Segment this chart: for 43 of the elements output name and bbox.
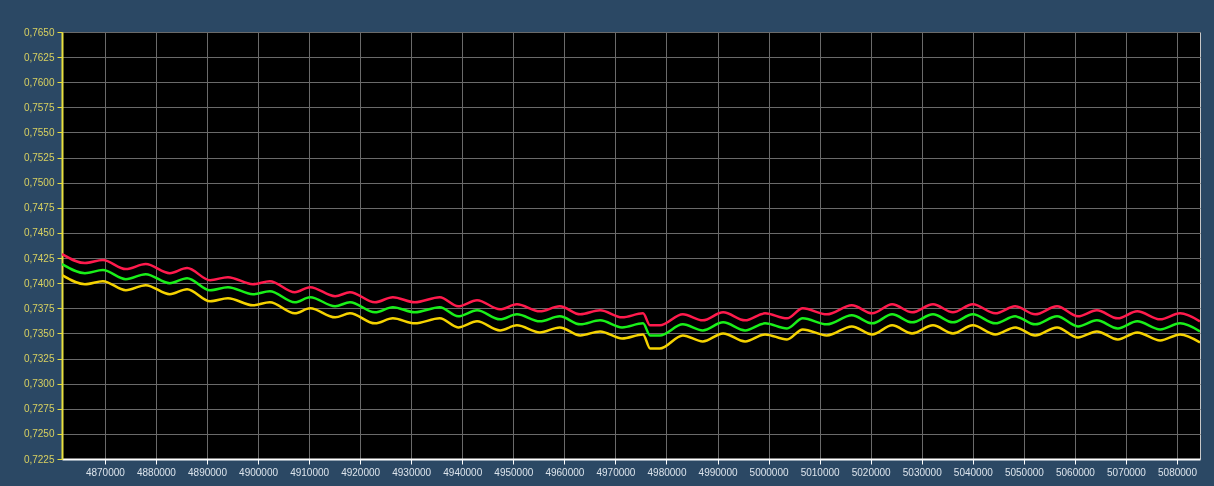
x-tick-label: 4880000 (136, 466, 177, 478)
x-tick-label: 4950000 (494, 466, 534, 478)
y-tick-label: 0,7275 (23, 403, 55, 415)
line-series (62, 273, 1200, 350)
y-tick-label: 0,7500 (23, 177, 55, 189)
x-tick-label: 4980000 (647, 466, 687, 478)
x-tick-label: 5070000 (1107, 466, 1147, 478)
y-tick-label: 0,7250 (23, 428, 55, 440)
y-tick-label: 0,7475 (23, 202, 55, 214)
x-tick-label: 5040000 (953, 466, 994, 478)
line-series (62, 262, 1200, 337)
x-tick-label: 4970000 (596, 466, 636, 478)
y-tick-label: 0,7350 (23, 327, 55, 339)
x-tick-label: 5020000 (851, 466, 892, 478)
y-tick-label: 0,7525 (23, 152, 55, 164)
y-tick-label: 0,7550 (23, 126, 55, 138)
y-tick-label: 0,7650 (23, 26, 55, 38)
y-tick-label: 0,7575 (23, 101, 55, 113)
y-tick-label: 0,7425 (23, 252, 55, 264)
x-tick-label: 4960000 (545, 466, 585, 478)
x-tick-label: 4870000 (85, 466, 126, 478)
y-tick-label: 0,7400 (23, 277, 55, 289)
y-tick-label: 0,7450 (23, 227, 55, 239)
x-tick-label: 5080000 (1158, 466, 1198, 478)
y-tick-label: 0,7325 (23, 353, 55, 365)
line-series (62, 252, 1200, 327)
x-tick-label: 4910000 (290, 466, 330, 478)
x-tick-label: 5010000 (800, 466, 841, 478)
x-tick-label: 5000000 (749, 466, 789, 478)
y-tick-label: 0,7225 (23, 453, 55, 465)
x-tick-label: 4940000 (443, 466, 483, 478)
y-tick-label: 0,7600 (23, 76, 55, 88)
y-tick-label: 0,7300 (23, 378, 55, 390)
x-tick-label: 5030000 (902, 466, 943, 478)
x-tick-label: 4920000 (341, 466, 381, 478)
x-tick-label: 5050000 (1004, 466, 1045, 478)
x-tick-label: 5060000 (1055, 466, 1096, 478)
x-tick-label: 4990000 (698, 466, 738, 478)
x-tick-label: 4930000 (392, 466, 432, 478)
x-tick-label: 4900000 (239, 466, 279, 478)
x-tick-label: 4890000 (188, 466, 228, 478)
y-tick-label: 0,7625 (23, 51, 55, 63)
y-tick-label: 0,7375 (23, 302, 55, 314)
